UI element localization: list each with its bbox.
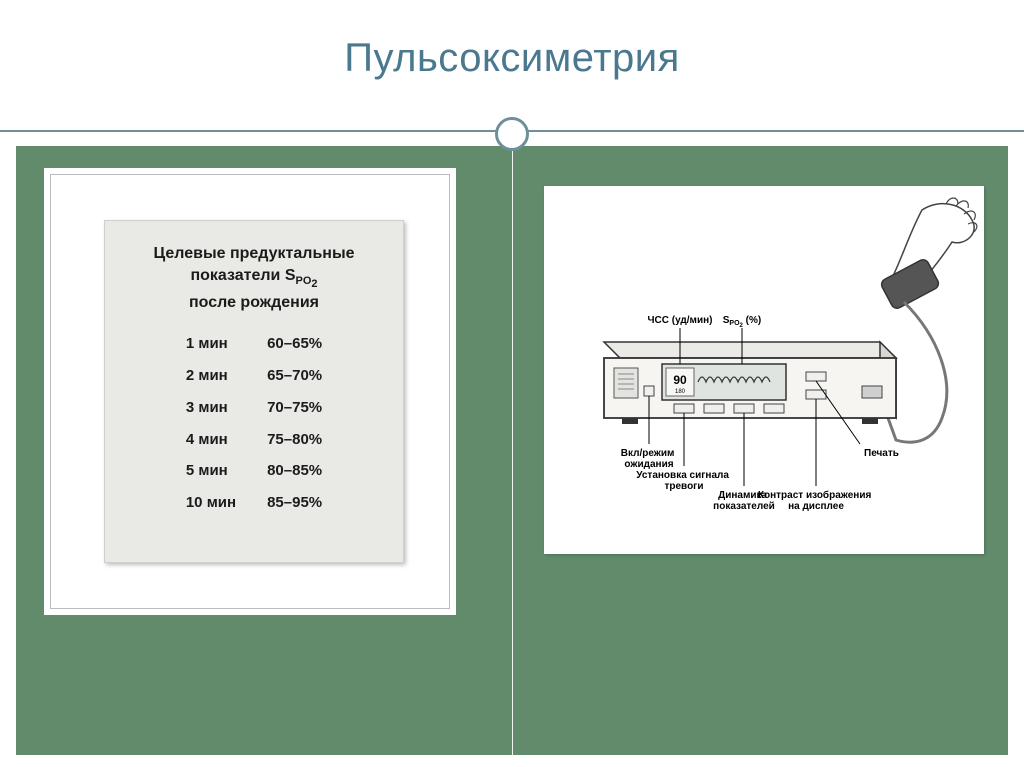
spo2-targets-paper: Целевые предуктальные показатели SPO2 по…: [104, 220, 404, 563]
spo2-targets-card: Целевые предуктальные показатели SPO2 по…: [44, 168, 456, 615]
spo2-table: 1 мин60–65%2 мин65–70%3 мин70–75%4 мин75…: [183, 327, 325, 520]
label-print: Печать: [864, 448, 899, 459]
hand-with-sensor-icon: [880, 198, 977, 310]
time-cell: 2 мин: [185, 361, 264, 391]
label-contrast: Контраст изображения на дисплее: [758, 489, 874, 512]
time-cell: 4 мин: [185, 425, 264, 455]
content-background: Целевые предуктальные показатели SPO2 по…: [16, 146, 1008, 755]
heading-line2-pre: показатели S: [190, 267, 295, 284]
device-diagram-svg: 90 180: [544, 186, 984, 554]
time-cell: 5 мин: [185, 456, 264, 486]
divider-circle-icon: [495, 117, 529, 151]
display-value-small: 180: [675, 389, 686, 395]
pulse-oximeter-device-icon: 90 180: [604, 342, 896, 424]
table-row: 1 мин60–65%: [185, 329, 323, 359]
value-cell: 85–95%: [266, 488, 323, 518]
time-cell: 10 мин: [185, 488, 264, 518]
device-diagram-card: 90 180: [544, 186, 984, 554]
table-row: 4 мин75–80%: [185, 425, 323, 455]
slide-title: Пульсоксиметрия: [0, 0, 1024, 81]
spo2-heading: Целевые предуктальные показатели SPO2 по…: [123, 243, 385, 313]
value-cell: 75–80%: [266, 425, 323, 455]
heading-sub-2: 2: [311, 278, 317, 290]
table-row: 5 мин80–85%: [185, 456, 323, 486]
display-value-big: 90: [673, 373, 687, 387]
value-cell: 65–70%: [266, 361, 323, 391]
label-hr: ЧСС (уд/мин): [648, 315, 713, 326]
heading-line3: после рождения: [189, 294, 319, 311]
value-cell: 80–85%: [266, 456, 323, 486]
value-cell: 70–75%: [266, 393, 323, 423]
title-area: Пульсоксиметрия: [0, 0, 1024, 120]
heading-line1: Целевые предуктальные: [153, 245, 354, 262]
time-cell: 1 мин: [185, 329, 264, 359]
value-cell: 60–65%: [266, 329, 323, 359]
table-row: 3 мин70–75%: [185, 393, 323, 423]
label-alarm: Установка сигнала тревоги: [636, 470, 731, 492]
label-spo2: SPO2 (%): [723, 315, 761, 329]
label-power: Вкл/режим ожидания: [621, 448, 677, 470]
time-cell: 3 мин: [185, 393, 264, 423]
center-divider: [512, 146, 513, 755]
table-row: 2 мин65–70%: [185, 361, 323, 391]
heading-sub-po: PO: [296, 275, 312, 287]
table-row: 10 мин85–95%: [185, 488, 323, 518]
